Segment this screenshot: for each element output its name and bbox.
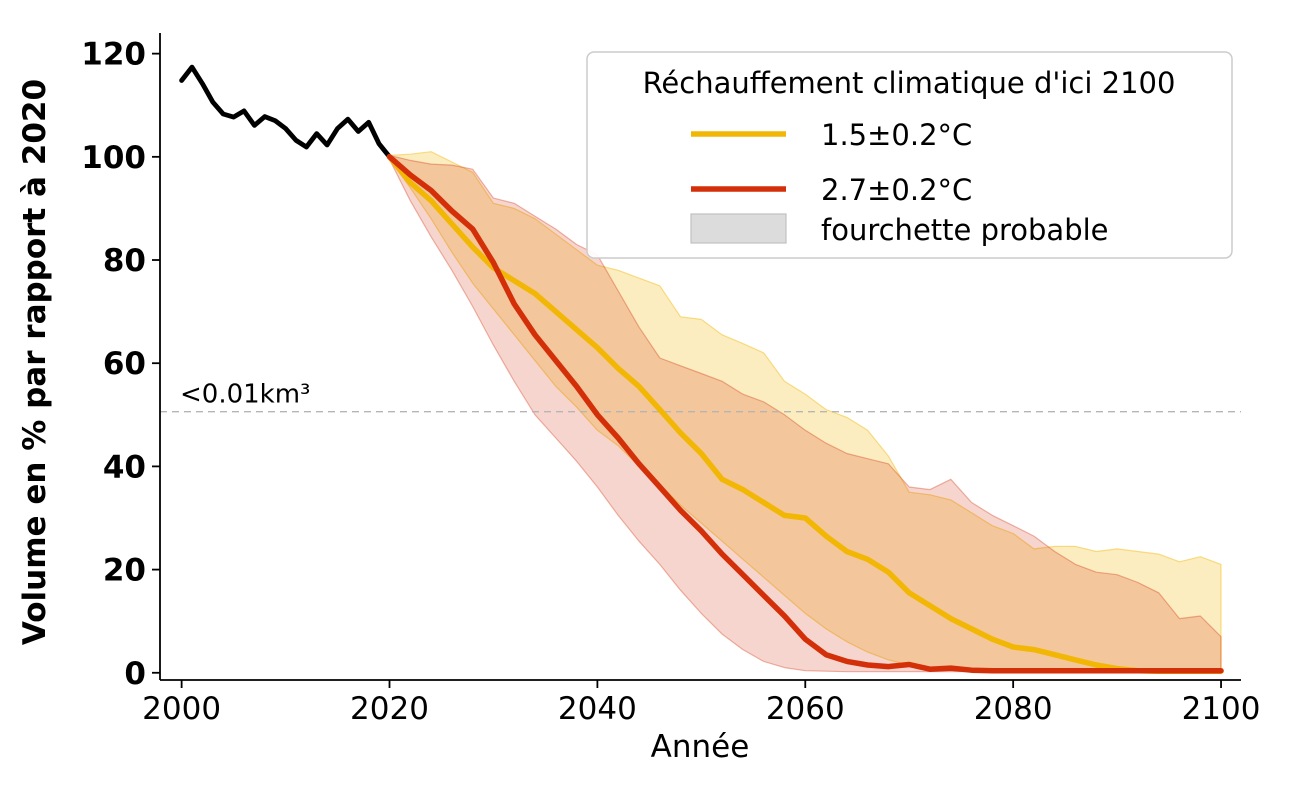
legend-title: Réchauffement climatique d'ici 2100: [643, 66, 1176, 100]
legend-label-1-5: 1.5±0.2°C: [821, 118, 972, 152]
y-tick-label: 120: [81, 37, 146, 73]
x-tick-label: 2000: [142, 691, 221, 727]
x-tick-label: 2040: [558, 691, 637, 727]
y-tick-label: 60: [103, 346, 146, 382]
legend-label-patch: fourchette probable: [821, 213, 1109, 247]
line-1.5-0.2-C: [386, 154, 1224, 674]
x-tick-label: 2020: [350, 691, 429, 727]
legend-label-2-7: 2.7±0.2°C: [821, 173, 972, 207]
y-tick-label: 0: [124, 656, 146, 692]
legend: Réchauffement climatique d'ici 2100 1.5±…: [586, 51, 1233, 259]
y-tick-label: 80: [103, 243, 146, 279]
y-axis-label: Volume en % par rapport à 2020: [17, 79, 53, 645]
y-tick-label: 100: [81, 140, 146, 176]
line-observations-historiques: [179, 64, 392, 160]
x-axis-label: Année: [651, 729, 750, 765]
x-tick-label: 2080: [974, 691, 1053, 727]
line-2.7-0.2-C: [386, 154, 1224, 674]
y-tick-label: 40: [103, 449, 146, 485]
y-tick-label: 20: [103, 553, 146, 589]
x-tick-label: 2060: [766, 691, 845, 727]
legend-sample-patch: [690, 213, 787, 244]
legend-box: [586, 51, 1233, 259]
series-lines: [179, 64, 1224, 674]
x-tick-label: 2100: [1182, 691, 1261, 727]
threshold-label: <0.01km³: [180, 380, 310, 410]
